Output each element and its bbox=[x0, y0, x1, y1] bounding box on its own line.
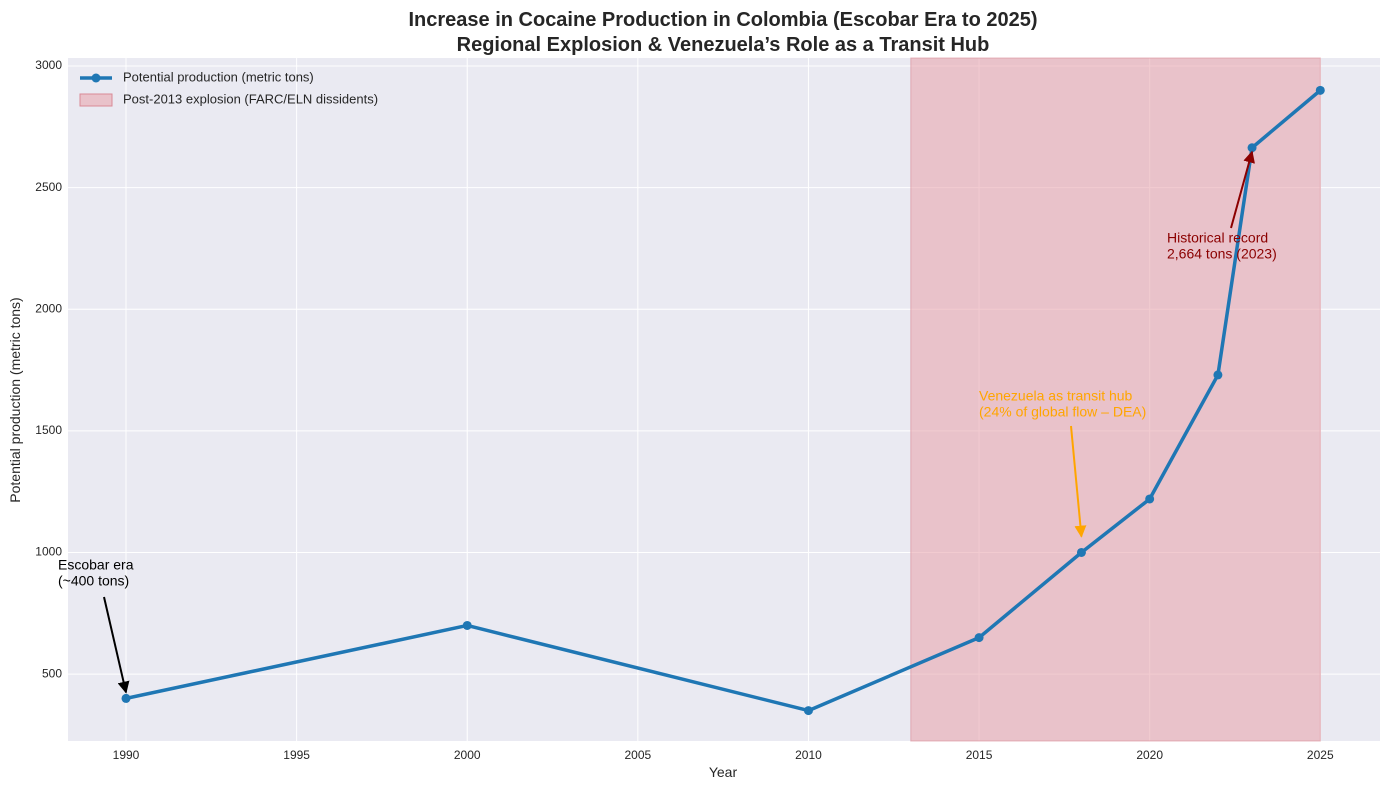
x-tick-label: 2025 bbox=[1307, 748, 1334, 762]
x-tick-label: 2020 bbox=[1136, 748, 1163, 762]
x-tick-label: 2010 bbox=[795, 748, 822, 762]
data-point bbox=[1076, 547, 1086, 557]
annotation-text: (24% of global flow – DEA) bbox=[979, 404, 1146, 420]
annotation-arrow bbox=[1230, 150, 1255, 229]
data-point bbox=[1213, 370, 1223, 380]
annotation-arrow bbox=[1070, 425, 1087, 538]
x-tick-label: 2015 bbox=[966, 748, 993, 762]
legend-label: Potential production (metric tons) bbox=[123, 69, 314, 84]
y-tick-label: 500 bbox=[42, 666, 62, 680]
chart-subtitle: Regional Explosion & Venezuela’s Role as… bbox=[457, 34, 990, 56]
annotation-arrow bbox=[103, 596, 130, 694]
y-tick-label: 1500 bbox=[35, 423, 62, 437]
x-tick-label: 1995 bbox=[283, 748, 310, 762]
legend-marker bbox=[91, 73, 101, 83]
x-tick-label: 2005 bbox=[624, 748, 651, 762]
y-tick-label: 1000 bbox=[35, 545, 62, 559]
annotation-text: 2,664 tons (2023) bbox=[1167, 246, 1277, 262]
annotation-text: (~400 tons) bbox=[58, 573, 129, 589]
data-point bbox=[121, 693, 131, 703]
annotation-text: Venezuela as transit hub bbox=[979, 388, 1133, 404]
y-tick-label: 2500 bbox=[35, 180, 62, 194]
data-point bbox=[1315, 85, 1325, 95]
x-axis-label: Year bbox=[709, 764, 738, 780]
annotation-text: Historical record bbox=[1167, 230, 1268, 246]
legend: Potential production (metric tons) Post-2… bbox=[79, 69, 378, 107]
data-point bbox=[1145, 494, 1155, 504]
x-tick-label: 1990 bbox=[113, 748, 140, 762]
y-tick-label: 3000 bbox=[35, 58, 62, 72]
y-axis-label: Potential production (metric tons) bbox=[7, 297, 23, 502]
legend-swatch bbox=[79, 93, 113, 107]
annotation: Escobar era(~400 tons) bbox=[58, 557, 134, 694]
chart-title: Increase in Cocaine Production in Colomb… bbox=[408, 9, 1037, 31]
annotation: Venezuela as transit hub(24% of global f… bbox=[979, 388, 1146, 538]
x-tick-label: 2000 bbox=[454, 748, 481, 762]
data-point bbox=[974, 633, 984, 643]
data-point bbox=[803, 706, 813, 716]
data-point bbox=[462, 620, 472, 630]
y-tick-label: 2000 bbox=[35, 301, 62, 315]
data-point bbox=[1247, 143, 1257, 153]
annotation-text: Escobar era bbox=[58, 557, 134, 573]
highlight-span bbox=[910, 57, 1321, 742]
legend-label: Post-2013 explosion (FARC/ELN dissidents… bbox=[123, 91, 378, 106]
